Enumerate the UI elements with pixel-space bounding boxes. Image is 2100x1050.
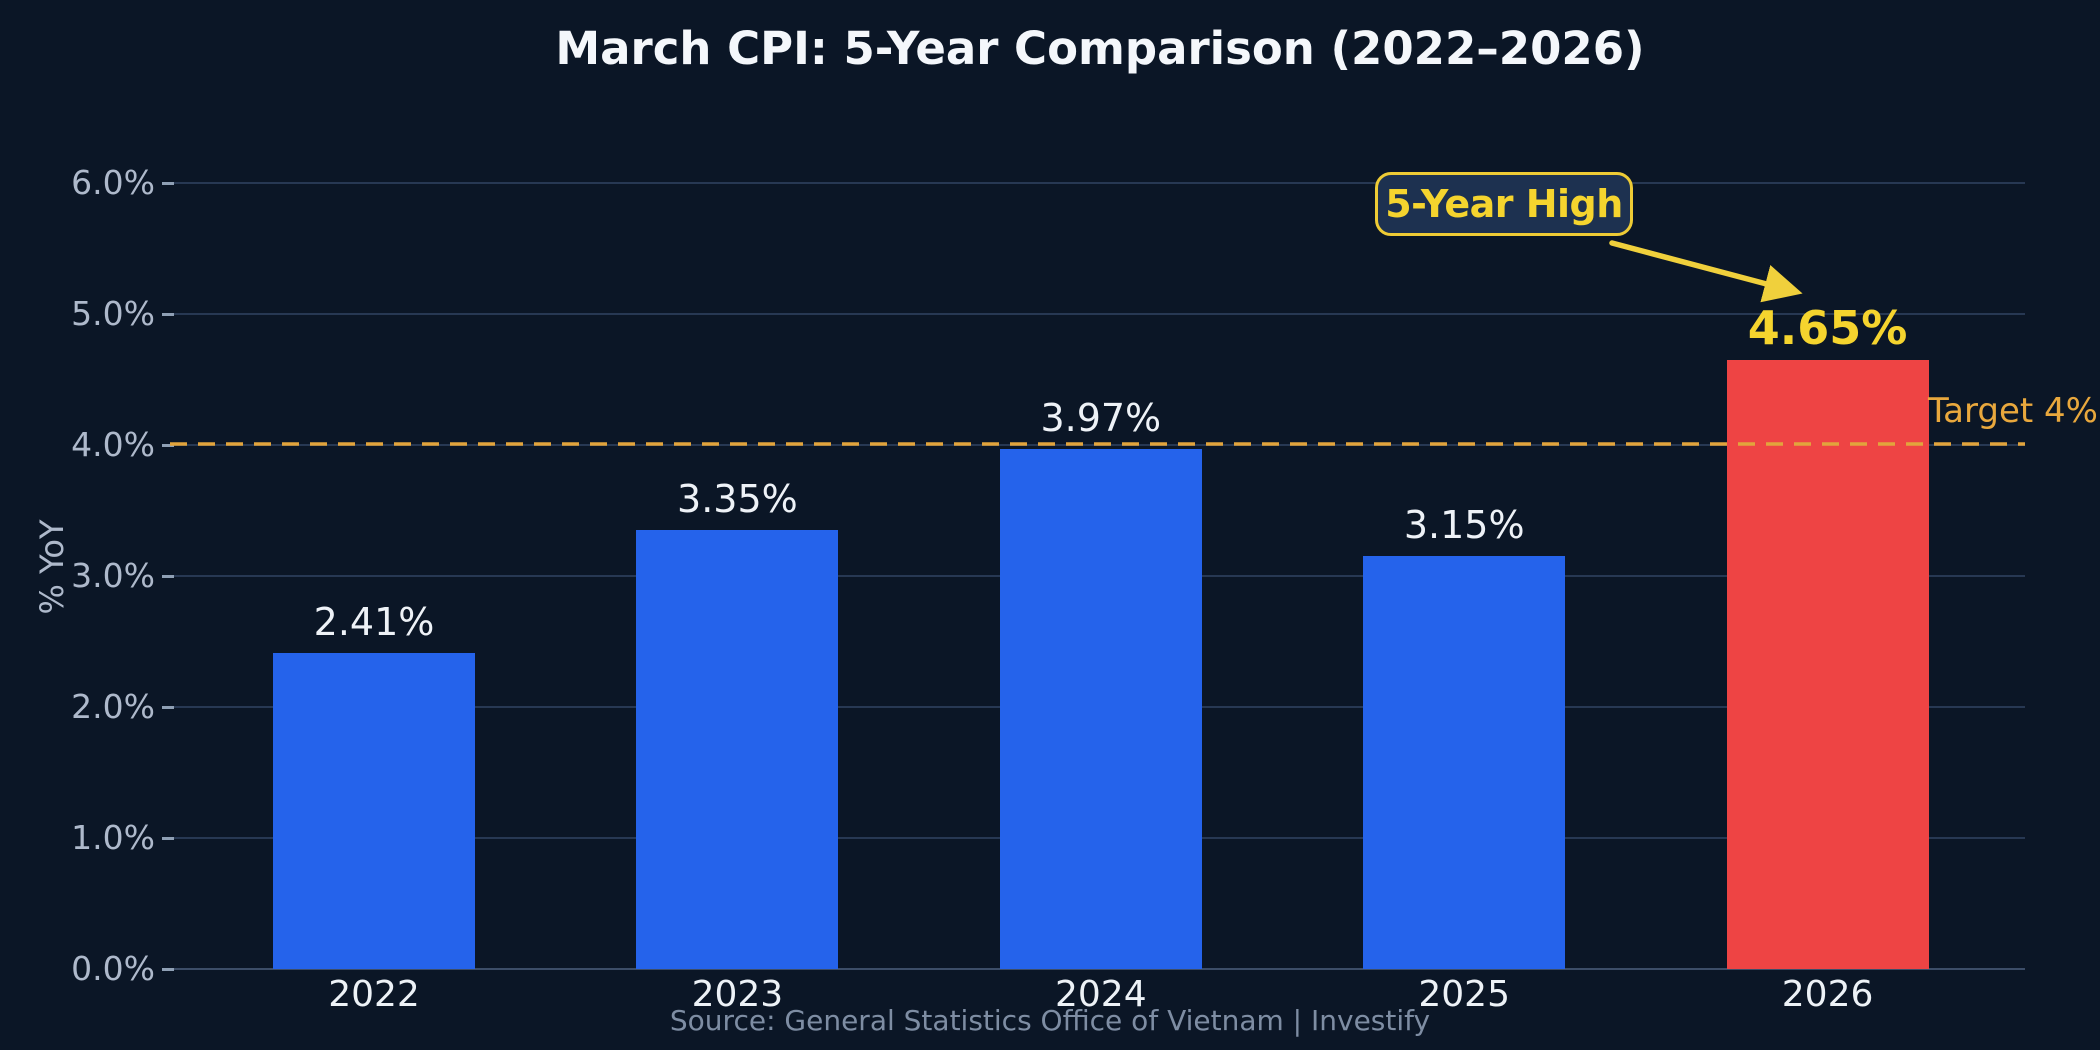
annotation-arrow bbox=[1609, 240, 1803, 303]
y-tick-mark bbox=[162, 312, 174, 316]
y-tick-label-5.0%: 5.0% bbox=[71, 294, 155, 333]
bar-2023 bbox=[636, 530, 839, 969]
bar-2026 bbox=[1726, 359, 1929, 969]
chart-title: March CPI: 5-Year Comparison (2022–2026) bbox=[555, 22, 1645, 75]
target-line-label: Target 4% bbox=[1928, 391, 2098, 431]
x-tick-label-2026: 2026 bbox=[1781, 974, 1874, 1015]
y-tick-mark bbox=[162, 574, 174, 578]
source-caption: Source: General Statistics Office of Vie… bbox=[669, 1004, 1431, 1037]
y-tick-label-4.0%: 4.0% bbox=[71, 425, 155, 464]
y-tick-mark bbox=[162, 967, 174, 971]
x-tick-label-2023: 2023 bbox=[691, 974, 784, 1015]
bar-value-2025: 3.15% bbox=[1403, 503, 1525, 548]
bar-2022 bbox=[273, 653, 475, 969]
y-tick-mark bbox=[162, 443, 174, 447]
x-tick-label-2022: 2022 bbox=[328, 974, 420, 1015]
bar-2025 bbox=[1363, 556, 1566, 969]
annotation-text: 5-Year High bbox=[1385, 182, 1623, 226]
bar-value-2026: 4.65% bbox=[1747, 300, 1908, 355]
gridline-0.0% bbox=[170, 968, 2025, 970]
x-tick-label-2025: 2025 bbox=[1418, 974, 1510, 1015]
y-tick-mark bbox=[162, 181, 174, 185]
bar-value-2023: 3.35% bbox=[677, 477, 798, 522]
y-tick-label-6.0%: 6.0% bbox=[71, 163, 155, 202]
y-tick-label-3.0%: 3.0% bbox=[71, 556, 155, 595]
y-tick-label-1.0%: 1.0% bbox=[71, 818, 155, 857]
y-tick-label-2.0%: 2.0% bbox=[71, 687, 155, 726]
x-tick-label-2024: 2024 bbox=[1054, 974, 1147, 1015]
bar-2024 bbox=[999, 448, 1202, 969]
gridline-5.0% bbox=[170, 313, 2025, 315]
annotation-box: 5-Year High bbox=[1375, 172, 1633, 236]
gridline-6.0% bbox=[170, 182, 2025, 184]
bar-value-2022: 2.41% bbox=[313, 600, 435, 645]
y-tick-mark bbox=[162, 836, 174, 840]
y-tick-mark bbox=[162, 705, 174, 709]
y-tick-label-0.0%: 0.0% bbox=[71, 949, 155, 988]
bar-value-2024: 3.97% bbox=[1040, 395, 1162, 440]
